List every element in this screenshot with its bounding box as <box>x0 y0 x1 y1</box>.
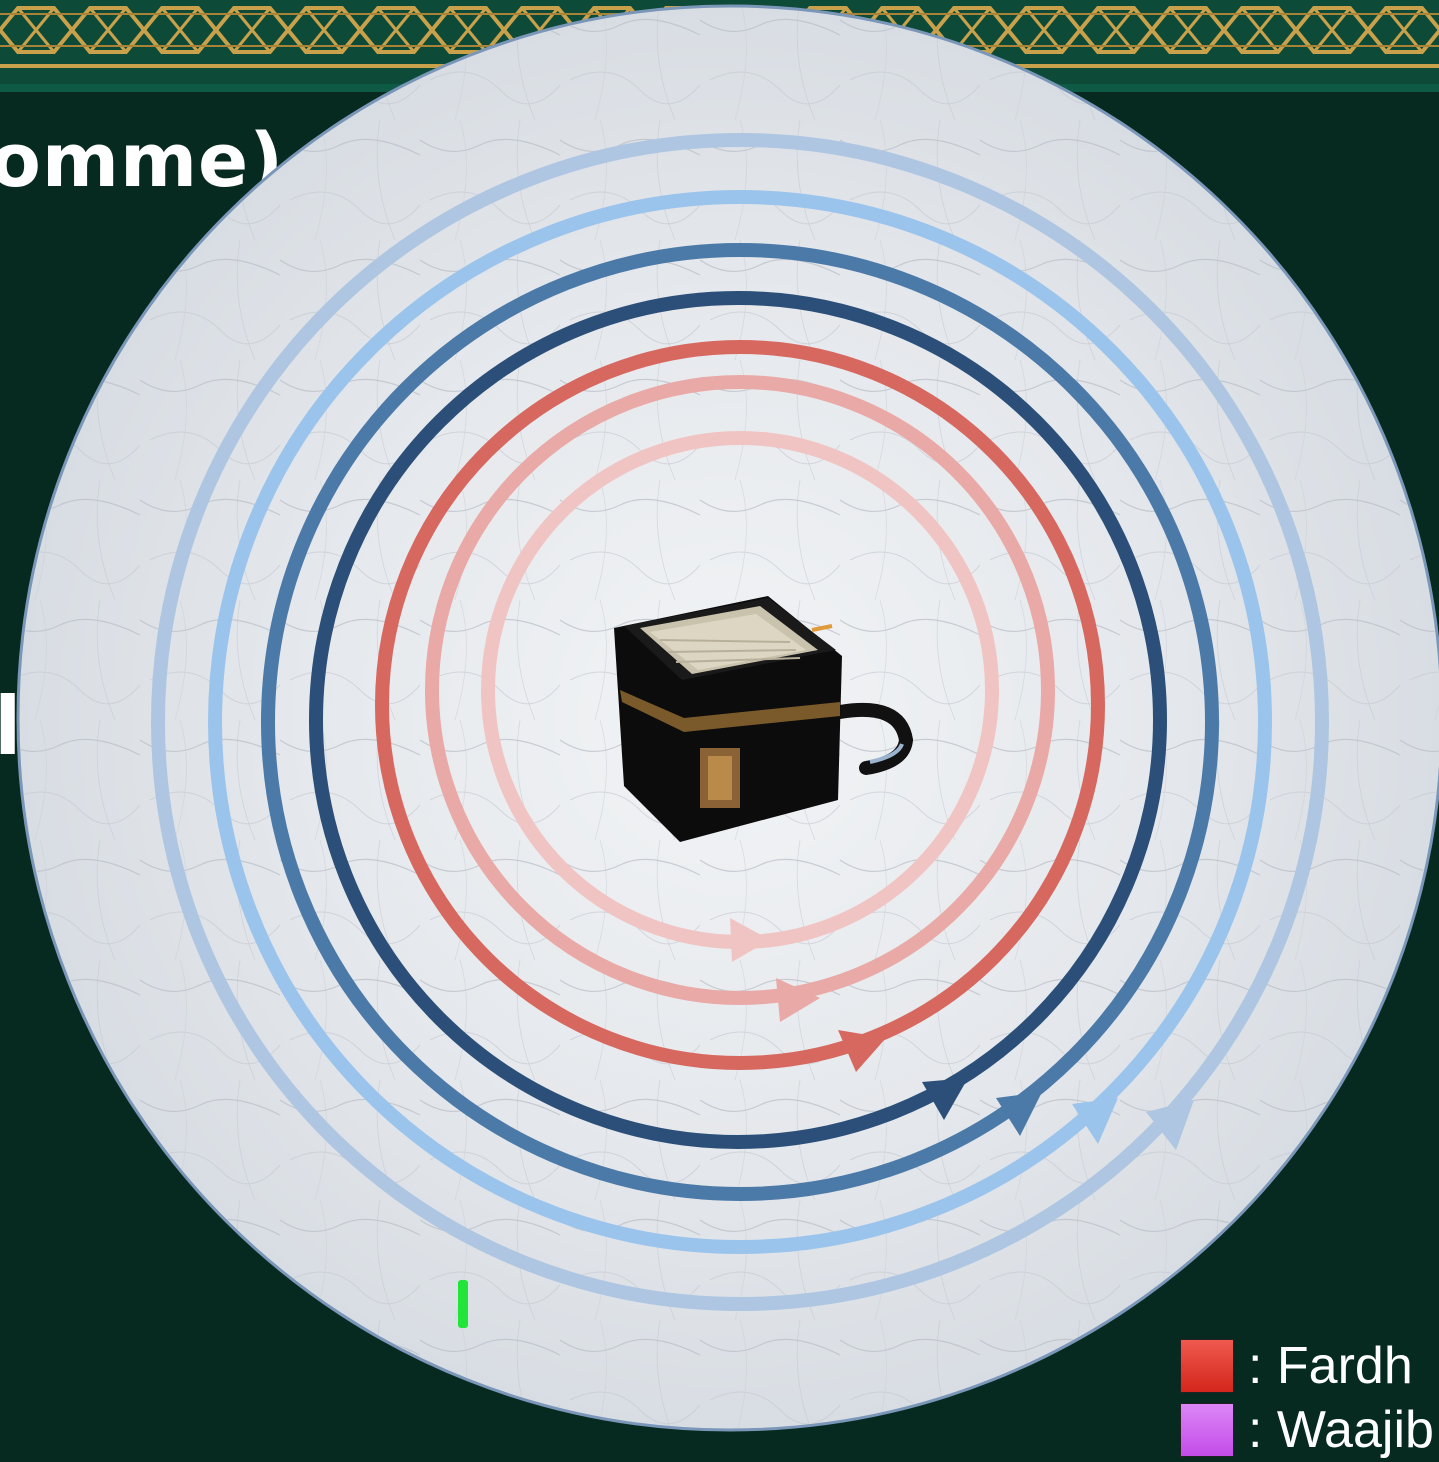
hijr-ismail-arc-edge <box>869 743 904 764</box>
slide-title-fragment: omme) <box>0 118 285 204</box>
arrowhead-ring-5 <box>996 1092 1042 1136</box>
tawaf-ring-4 <box>309 291 1167 1149</box>
legend-swatch-fardh <box>1180 1339 1234 1393</box>
tawaf-ring-7 <box>151 133 1329 1311</box>
side-text-fragment: l <box>0 680 22 773</box>
tawaf-ring-5 <box>261 243 1219 1201</box>
legend-swatch-waajib <box>1180 1403 1234 1457</box>
tawaf-ring-3 <box>375 340 1105 1070</box>
legend-label-fardh: : Fardh <box>1248 1337 1413 1395</box>
legend-label-waajib: : Waajib <box>1248 1401 1434 1459</box>
arrowhead-ring-3 <box>838 1030 886 1072</box>
arrowhead-ring-7 <box>1146 1100 1194 1150</box>
legend: : Fardh : Waajib <box>1180 1334 1434 1462</box>
legend-item-fardh: : Fardh <box>1180 1334 1434 1398</box>
arrowhead-ring-1 <box>730 918 770 962</box>
green-marker-icon <box>458 1280 468 1328</box>
arrowhead-ring-2 <box>776 978 820 1022</box>
arrowhead-ring-4 <box>922 1078 968 1120</box>
kaaba-icon <box>614 596 842 842</box>
hijr-ismail-arc <box>833 702 914 775</box>
tawaf-ring-6 <box>208 190 1272 1254</box>
legend-item-waajib: : Waajib <box>1180 1398 1434 1462</box>
arrowhead-ring-6 <box>1072 1098 1118 1144</box>
tawaf-ring-2 <box>425 375 1055 1005</box>
